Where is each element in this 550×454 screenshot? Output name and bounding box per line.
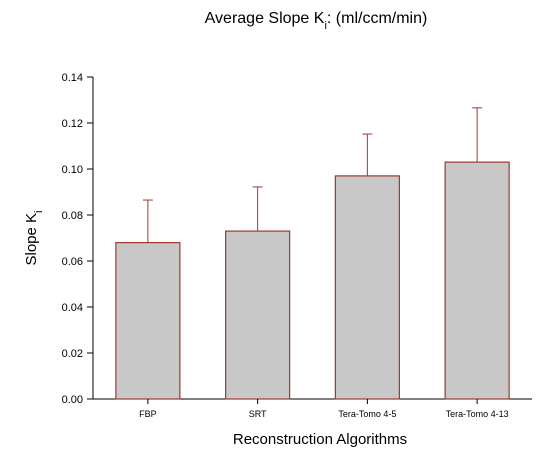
y-ticks-group: 0.00 0.02 0.04 0.06 0.08 0.10 0.12 0.14	[62, 72, 93, 406]
bars-group	[115, 161, 510, 400]
x-axis-label: Reconstruction Algorithms	[233, 431, 407, 448]
x-ticks-group: FBP SRT Tera-Tomo 4-5 Tera-Tomo 4-13	[139, 399, 509, 419]
y-tick-label: 0.12	[62, 118, 83, 130]
y-tick-label: 0.10	[62, 164, 83, 176]
bar-fbp	[115, 242, 181, 400]
bar-tera-tomo-4-13	[444, 161, 510, 400]
x-tick-label: FBP	[139, 409, 157, 419]
x-tick-label: Tera-Tomo 4-13	[446, 409, 509, 419]
x-tick-label: SRT	[249, 409, 267, 419]
y-tick-label: 0.04	[62, 302, 83, 314]
bar-srt	[225, 230, 291, 400]
error-bars-group	[142, 107, 483, 243]
y-tick-label: 0.02	[62, 348, 83, 360]
y-tick-label: 0.06	[62, 256, 83, 268]
y-tick-label: 0.00	[62, 394, 83, 406]
y-tick-label: 0.08	[62, 210, 83, 222]
y-tick-label: 0.14	[62, 72, 83, 84]
y-axis-label: Slope Ki	[23, 211, 45, 266]
bar-tera-tomo-4-5	[334, 175, 400, 400]
x-tick-label: Tera-Tomo 4-5	[338, 409, 396, 419]
chart-title: Average Slope Ki: (ml/ccm/min)	[205, 10, 428, 32]
